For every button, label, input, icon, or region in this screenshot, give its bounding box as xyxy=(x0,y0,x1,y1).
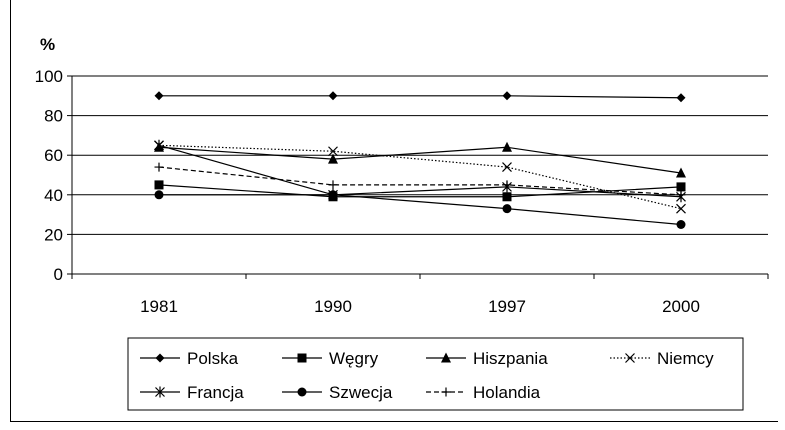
legend-label-szwecja: Szwecja xyxy=(329,383,393,402)
series-polska xyxy=(154,91,686,103)
y-tick-label-0: 0 xyxy=(54,265,63,284)
legend-marker-holandia xyxy=(441,387,451,397)
legend-item-węgry: Węgry xyxy=(282,349,379,368)
point-hiszpania-1997 xyxy=(502,141,512,152)
point-holandia-2000 xyxy=(676,190,686,200)
series-francja xyxy=(154,139,686,203)
series-layer xyxy=(154,91,686,229)
point-niemcy-1990 xyxy=(328,146,338,157)
y-tick-label-40: 40 xyxy=(44,186,63,205)
point-niemcy-2000 xyxy=(676,203,686,214)
point-niemcy-1997 xyxy=(502,162,512,173)
series-line-szwecja xyxy=(159,194,682,226)
point-polska-1997 xyxy=(502,91,512,101)
legend-marker-szwecja xyxy=(297,387,307,397)
x-tick-label-1981: 1981 xyxy=(140,297,178,316)
y-tick-label-100: 100 xyxy=(35,67,63,86)
legend-marker-węgry xyxy=(297,353,307,363)
y-tick-label-80: 80 xyxy=(44,107,63,126)
point-szwecja-1997 xyxy=(502,204,512,214)
series-szwecja xyxy=(154,190,686,229)
legend-item-francja: Francja xyxy=(140,383,244,402)
grid-layer xyxy=(72,75,768,235)
series-hiszpania xyxy=(154,141,686,178)
legend-label-hiszpania: Hiszpania xyxy=(473,349,548,368)
y-axis-label: % xyxy=(40,35,55,54)
series-line-hiszpania xyxy=(158,146,682,174)
legend-label-holandia: Holandia xyxy=(473,383,541,402)
series-holandia xyxy=(154,162,686,200)
point-węgry-1997 xyxy=(502,192,512,202)
chart-frame xyxy=(10,0,778,422)
point-szwecja-1981 xyxy=(154,190,164,200)
legend-item-szwecja: Szwecja xyxy=(282,383,393,402)
x-tick-label-1997: 1997 xyxy=(488,297,526,316)
point-holandia-1990 xyxy=(328,180,338,190)
legend-label-węgry: Węgry xyxy=(329,349,379,368)
legend-marker-hiszpania xyxy=(441,352,451,363)
point-holandia-1997 xyxy=(502,180,512,190)
series-line-holandia xyxy=(158,166,682,196)
series-line-francja xyxy=(158,144,682,198)
legend-label-francja: Francja xyxy=(187,383,244,402)
legend-marker-francja xyxy=(155,386,165,398)
legend-label-polska: Polska xyxy=(187,349,239,368)
point-polska-1990 xyxy=(328,91,338,101)
point-szwecja-2000 xyxy=(676,220,686,229)
point-hiszpania-1990 xyxy=(328,153,338,164)
legend-marker-niemcy xyxy=(625,353,635,363)
point-szwecja-1990 xyxy=(328,190,338,200)
legend-item-hiszpania: Hiszpania xyxy=(426,349,548,368)
x-tick-label-2000: 2000 xyxy=(662,297,700,316)
legend-marker-polska xyxy=(155,353,165,363)
legend-label-niemcy: Niemcy xyxy=(657,349,714,368)
legend-item-niemcy: Niemcy xyxy=(610,349,714,368)
x-tick-label-1990: 1990 xyxy=(314,297,352,316)
series-line-niemcy xyxy=(158,144,682,210)
point-węgry-2000 xyxy=(676,182,686,192)
y-tick-label-60: 60 xyxy=(44,146,63,165)
point-polska-1981 xyxy=(154,91,164,101)
point-holandia-1981 xyxy=(154,162,164,172)
point-francja-1981 xyxy=(154,139,164,151)
point-węgry-1981 xyxy=(154,180,164,190)
legend-item-holandia: Holandia xyxy=(426,383,541,402)
axis-layer: 0 20 40 60 80 100 1981 1990 1997 2000 xyxy=(35,67,769,316)
series-line-polska xyxy=(159,95,682,99)
point-hiszpania-2000 xyxy=(676,167,686,178)
point-polska-2000 xyxy=(676,93,686,103)
y-tick-label-20: 20 xyxy=(44,225,63,244)
legend-box xyxy=(127,337,744,411)
legend: Polska Węgry Hiszpania Niemcy Francja Szwecja… xyxy=(127,337,744,411)
legend-item-polska: Polska xyxy=(140,349,239,368)
